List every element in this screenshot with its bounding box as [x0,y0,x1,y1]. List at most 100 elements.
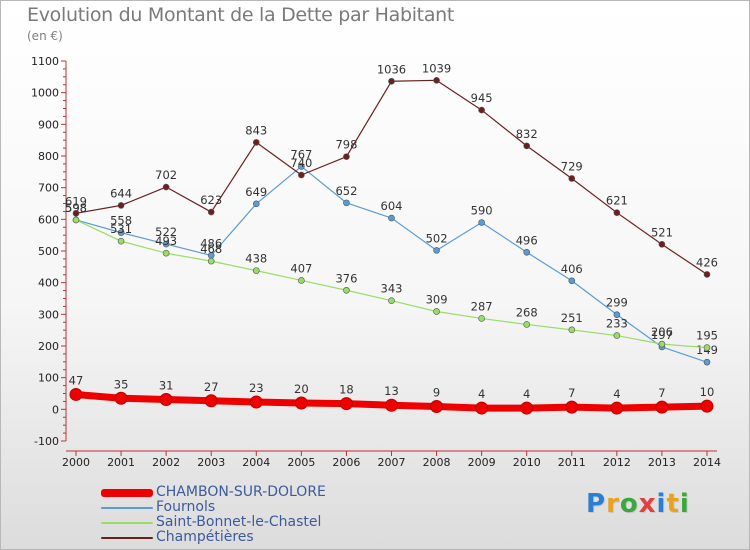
data-label: 299 [606,296,628,310]
y-tick-label: 1100 [31,55,59,68]
legend-label-champetieres: Champétières [156,529,254,545]
x-tick-label: 2007 [378,456,406,469]
data-label: 406 [561,262,583,276]
data-point [298,277,305,284]
y-tick-label: 600 [38,213,59,226]
data-point [568,277,576,285]
data-point [388,77,395,85]
data-point [703,344,711,351]
x-tick-label: 2003 [197,456,225,469]
data-label: 522 [155,225,177,239]
legend-label-fournols: Fournols [156,499,216,515]
data-point [249,395,263,409]
data-point [700,399,714,413]
data-label: 287 [471,299,493,313]
data-point [117,237,125,245]
data-label: 619 [65,194,87,208]
data-label: 604 [381,199,403,213]
data-label: 558 [110,214,132,228]
data-point [523,142,531,150]
y-tick-label: 200 [38,340,59,353]
data-label: 644 [110,186,132,200]
data-label: 233 [606,317,628,331]
data-label: 309 [426,292,448,306]
legend-item-chambon: CHAMBON-SUR-DOLORE [101,485,401,500]
y-tick-label: 500 [38,245,59,258]
x-tick-label: 2010 [513,456,541,469]
data-point [475,401,489,415]
data-label: 7 [568,386,575,400]
y-tick-label: 900 [38,118,59,131]
x-tick-label: 2001 [107,456,135,469]
data-point [658,241,666,248]
data-label: 832 [516,127,538,141]
data-label: 945 [471,91,493,105]
data-label: 1039 [422,61,451,75]
data-point [613,332,621,339]
data-point [298,171,305,179]
legend-swatch-champetieres [101,537,153,539]
data-point [339,397,353,411]
data-point [294,396,308,410]
data-label: 4 [613,387,620,401]
data-point [655,400,669,414]
data-point [478,106,485,114]
x-tick-label: 2012 [603,456,631,469]
legend-item-saint-bonnet: Saint-Bonnet-le-Chastel [101,515,401,530]
x-tick-label: 2011 [558,456,586,469]
data-point [385,398,398,412]
data-point [117,202,125,209]
data-label: 426 [696,255,718,269]
legend-item-champetieres: Champétières [101,530,401,545]
data-label: 493 [155,234,177,248]
data-label: 1036 [377,62,406,76]
data-point [520,401,534,415]
legend-swatch-chambon [101,489,153,497]
data-point [388,297,395,305]
data-label: 649 [245,185,267,199]
data-point [565,400,579,414]
chart-subtitle: (en €) [27,29,63,43]
data-point [159,393,173,407]
data-label: 31 [159,379,174,393]
data-point [523,248,531,256]
x-tick-label: 2008 [423,456,451,469]
data-label: 729 [561,159,583,173]
x-tick-label: 2005 [287,456,315,469]
data-point [162,240,170,248]
data-point [343,199,350,207]
data-point [478,219,485,226]
x-tick-label: 2009 [468,456,496,469]
x-tick-label: 2014 [693,456,721,469]
data-point [568,326,576,334]
data-label: 521 [651,225,673,239]
data-label: 206 [651,325,673,339]
data-label: 767 [290,147,312,161]
data-label: 468 [200,242,222,256]
data-label: 251 [561,311,583,325]
data-point [207,257,215,265]
data-label: 7 [658,386,665,400]
data-point [343,286,350,294]
data-point [433,308,440,315]
data-point [388,214,395,222]
legend-item-fournols: Fournols [101,500,401,515]
data-label: 598 [65,201,87,215]
data-label: 197 [651,328,673,342]
x-tick-label: 2004 [242,456,270,469]
data-label: 27 [204,380,219,394]
data-point [703,358,711,366]
data-point [162,249,170,257]
x-tick-label: 2002 [152,456,180,469]
data-label: 4 [523,387,530,401]
data-point [117,229,125,236]
y-tick-label: 300 [38,308,59,321]
y-tick-label: -100 [34,435,59,448]
y-tick-label: 1000 [31,87,59,100]
data-label: 798 [335,138,357,152]
data-label: 9 [433,385,440,399]
data-label: 438 [245,252,267,266]
y-tick-label: 800 [38,150,59,163]
data-label: 13 [384,384,399,398]
